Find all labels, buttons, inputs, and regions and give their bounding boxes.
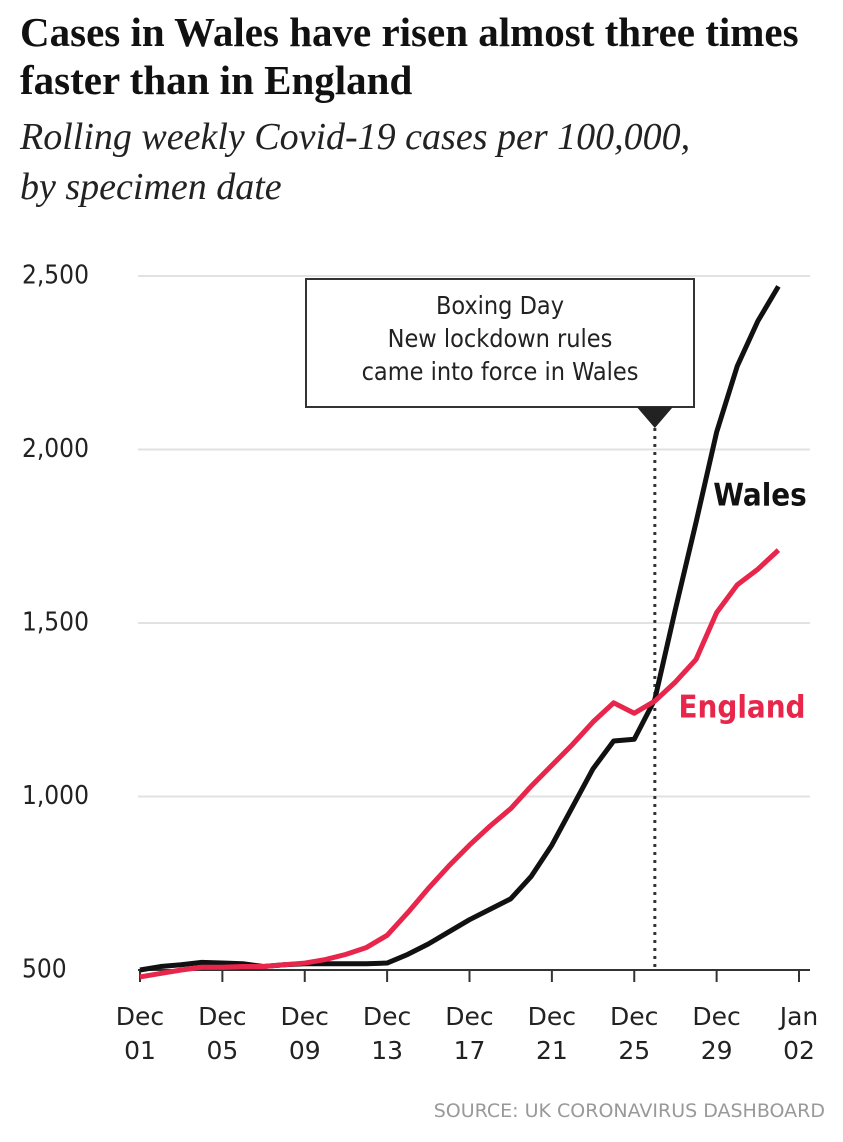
y-tick-label: 1,500	[22, 608, 89, 638]
x-tick-label: Dec 25	[610, 1002, 659, 1065]
series-label: Wales	[713, 478, 807, 514]
x-tick-label: Dec 29	[692, 1002, 741, 1065]
source: SOURCE: UK CORONAVIRUS DASHBOARD	[433, 1100, 825, 1122]
x-tick-label: Dec 17	[445, 1002, 494, 1065]
y-tick-label: 2,000	[22, 434, 89, 464]
chart-title: Cases in Wales have risen almost three t…	[20, 9, 799, 103]
series-line	[139, 548, 781, 980]
x-tick-label: Dec 21	[527, 1002, 577, 1065]
x-tick-label: Dec 05	[198, 1002, 247, 1065]
x-tick-label: Jan 02	[779, 1002, 819, 1065]
annotation-pointer	[636, 407, 673, 428]
x-tick-label: Dec 01	[115, 1002, 165, 1065]
annotation-box	[305, 278, 695, 408]
series-label: England	[678, 690, 805, 726]
annotation-text: New lockdown rules	[388, 324, 613, 353]
chart-subtitle: Rolling weekly Covid-19 cases per 100,00…	[20, 116, 691, 208]
y-tick-label: 1,000	[22, 781, 89, 811]
annotation-text: came into force in Wales	[362, 357, 639, 386]
y-tick-label: 500	[22, 955, 67, 985]
y-tick-label: 2,500	[22, 261, 89, 291]
x-tick-label: Dec 09	[280, 1002, 329, 1065]
annotation-text: Boxing Day	[436, 291, 564, 320]
x-tick-label: Dec 13	[362, 1002, 412, 1065]
